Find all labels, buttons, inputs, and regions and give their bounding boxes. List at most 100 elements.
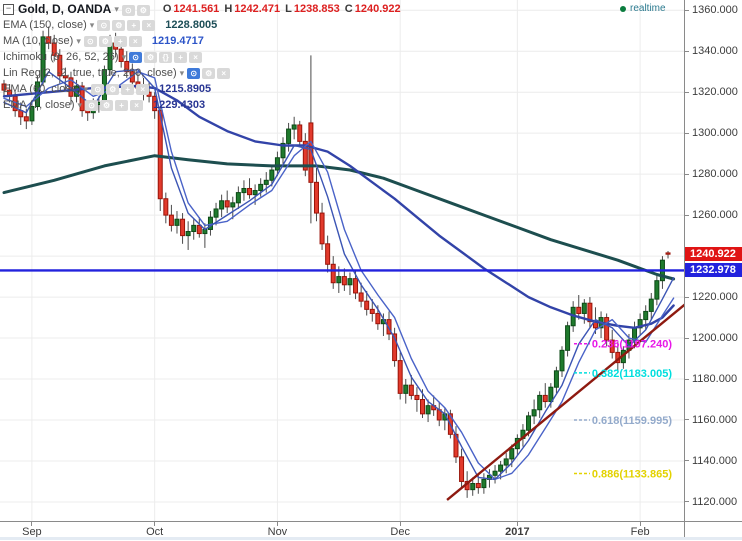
gear-icon[interactable]: ⚙: [202, 67, 216, 79]
eye-icon[interactable]: ⊙: [91, 83, 105, 95]
gear-icon[interactable]: ⚙: [112, 19, 126, 31]
symbol-title[interactable]: Gold, D, OANDA: [18, 2, 112, 16]
price-tick-label: 1300.000: [692, 127, 738, 140]
candle: [481, 473, 487, 494]
candle: [364, 290, 370, 316]
indicator-name[interactable]: Lin Reg(2, -2, true, true, 200, close): [3, 67, 177, 79]
fib-retracement[interactable]: 0.236(1197.240) 0.382(1183.005) 0.618(1159…: [574, 339, 672, 481]
gear-icon[interactable]: ⚙: [144, 51, 158, 63]
indicator-name[interactable]: EMA (150, close): [3, 19, 87, 31]
axis-corner: [684, 521, 742, 540]
close-icon[interactable]: ×: [130, 99, 144, 111]
plus-icon[interactable]: +: [115, 99, 129, 111]
candle: [174, 211, 180, 234]
candle: [51, 34, 57, 62]
candle: [29, 100, 35, 125]
price-tick: [685, 460, 689, 461]
candle: [576, 295, 582, 320]
price-axis[interactable]: 1360.000 1340.000 1320.000 1300.000 1280.000…: [684, 0, 742, 521]
time-tick: [517, 522, 518, 526]
chevron-down-icon[interactable]: ▾: [83, 83, 89, 94]
candle: [196, 217, 202, 238]
price-tick-label: 1200.000: [692, 332, 738, 345]
price-tick-label: 1280.000: [692, 168, 738, 181]
gear-icon[interactable]: ⚙: [136, 5, 150, 16]
gear-icon[interactable]: ⚙: [98, 35, 112, 47]
candle: [241, 180, 247, 201]
price-tick: [685, 419, 689, 420]
price-tick: [685, 338, 689, 339]
indicator-name[interactable]: Ichimoku (9, 26, 52, 26): [3, 51, 119, 63]
indicator-value: 1219.4717: [151, 35, 204, 47]
gear-icon[interactable]: ⚙: [100, 99, 114, 111]
candle: [258, 178, 264, 197]
candle: [219, 194, 225, 218]
price-chart-pane[interactable]: 0.236(1197.240) 0.382(1183.005) 0.618(1159…: [0, 0, 684, 521]
candle: [392, 327, 398, 367]
price-tick: [685, 215, 689, 216]
eye-icon[interactable]: ⊙: [121, 5, 135, 16]
price-tick-label: 1220.000: [692, 291, 738, 304]
chevron-down-icon[interactable]: ▾: [89, 19, 95, 30]
fib-level-label: 0.618(1159.995): [592, 415, 672, 427]
candle: [403, 379, 409, 404]
price-tick-label: 1120.000: [692, 495, 738, 508]
chevron-down-icon[interactable]: ▾: [121, 51, 127, 62]
legend-panel: − Gold, D, OANDA ▾ ⊙ ⚙ O 1241.561 H 1242.471…: [3, 2, 401, 114]
candle: [180, 213, 186, 244]
candle: [531, 399, 537, 425]
candle: [565, 321, 571, 357]
plus-icon[interactable]: +: [121, 83, 135, 95]
candle: [341, 268, 347, 291]
eye-icon[interactable]: ⊙: [97, 19, 111, 31]
eye-icon[interactable]: ⊙: [187, 67, 201, 79]
plus-icon[interactable]: +: [174, 51, 188, 63]
indicator-row: EMA (150, close) ▾ ⊙ ⚙ + × 1228.8005: [3, 18, 401, 32]
trendline-drawing[interactable]: [446, 303, 684, 501]
chevron-down-icon[interactable]: ▾: [179, 67, 185, 78]
plus-icon[interactable]: +: [113, 35, 127, 47]
close-icon[interactable]: ×: [189, 51, 203, 63]
price-tick-label: 1260.000: [692, 209, 738, 222]
candle: [665, 251, 671, 259]
close-icon[interactable]: ×: [136, 83, 150, 95]
ohlc-value: 1241.561: [173, 3, 220, 15]
candle: [286, 122, 292, 152]
candle: [609, 329, 615, 359]
symbol-row: − Gold, D, OANDA ▾ ⊙ ⚙ O 1241.561 H 1242.471…: [3, 2, 401, 16]
candle: [386, 311, 392, 341]
price-tick: [685, 501, 689, 502]
chevron-down-icon[interactable]: ▾: [114, 3, 119, 14]
indicator-name[interactable]: EMA (60, close): [3, 83, 81, 95]
candle: [57, 49, 63, 84]
plus-icon[interactable]: +: [127, 19, 141, 31]
time-tick: [31, 522, 32, 526]
eye-icon[interactable]: ⊙: [83, 35, 97, 47]
time-axis[interactable]: Sep Oct Nov Dec 2017 Feb: [0, 521, 684, 541]
gear-icon[interactable]: ⚙: [106, 83, 120, 95]
fib-level-label: 0.382(1183.005): [592, 368, 672, 380]
chevron-down-icon[interactable]: ▾: [76, 35, 81, 46]
overlay-line-ema-7: [3, 68, 675, 481]
indicator-value: 1228.8005: [165, 19, 218, 31]
chevron-down-icon[interactable]: ▾: [77, 99, 83, 110]
candle: [191, 219, 197, 240]
close-icon[interactable]: ×: [142, 19, 156, 31]
close-icon[interactable]: ×: [217, 67, 231, 79]
eye-icon[interactable]: ⊙: [129, 51, 143, 63]
candle: [1, 79, 7, 97]
candle: [648, 292, 654, 320]
eye-icon[interactable]: ⊙: [85, 99, 99, 111]
price-tag: 1240.922: [685, 247, 742, 262]
indicator-name[interactable]: EMA (7, close): [3, 99, 75, 111]
braces-icon[interactable]: {}: [159, 51, 173, 63]
collapse-legend-icon[interactable]: −: [3, 3, 14, 15]
price-tick-label: 1160.000: [692, 413, 738, 426]
realtime-indicator: realtime: [620, 3, 666, 14]
candle: [537, 391, 543, 418]
indicator-name[interactable]: MA (10, close): [3, 35, 74, 47]
candle: [542, 383, 548, 408]
candle: [308, 55, 314, 224]
close-icon[interactable]: ×: [128, 35, 142, 47]
